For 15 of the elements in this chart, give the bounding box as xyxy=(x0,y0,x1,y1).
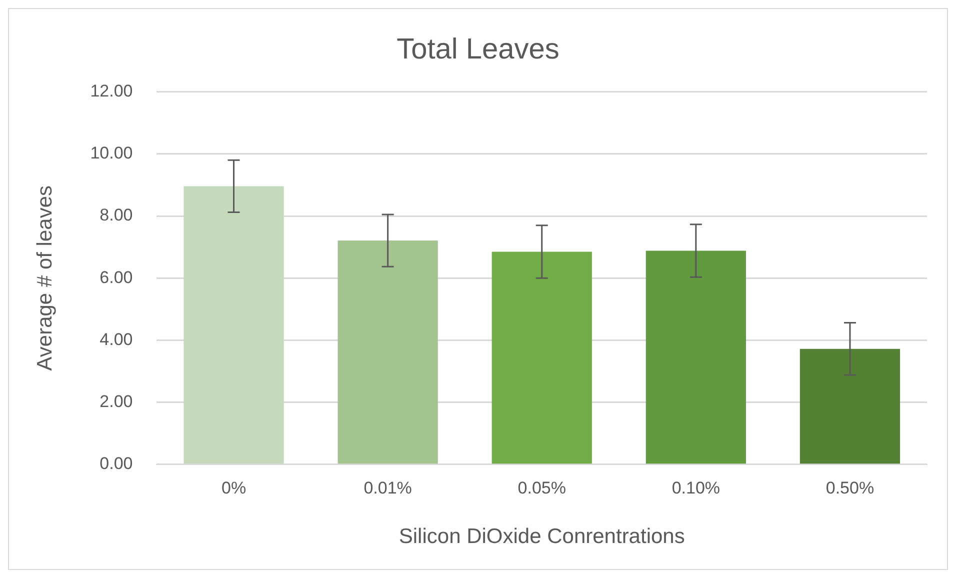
x-tick-label: 0.05% xyxy=(518,478,566,498)
x-tick-label: 0.10% xyxy=(672,478,720,498)
y-tick-label: 2.00 xyxy=(100,392,133,411)
y-axis-title: Average # of leaves xyxy=(33,185,56,371)
y-tick-label: 6.00 xyxy=(100,268,133,287)
x-tick-label: 0% xyxy=(221,478,246,498)
y-tick-label: 8.00 xyxy=(100,206,133,225)
y-tick-label: 10.00 xyxy=(90,144,133,163)
x-tick-label: 0.01% xyxy=(364,478,412,498)
y-tick-label: 4.00 xyxy=(100,330,133,349)
x-tick-label: 0.50% xyxy=(826,478,874,498)
chart-title: Total Leaves xyxy=(396,33,560,66)
y-tick-label: 0.00 xyxy=(100,454,133,474)
y-tick-label: 12.00 xyxy=(90,81,133,100)
x-axis-title: Silicon DiOxide Conrentrations xyxy=(398,525,685,548)
